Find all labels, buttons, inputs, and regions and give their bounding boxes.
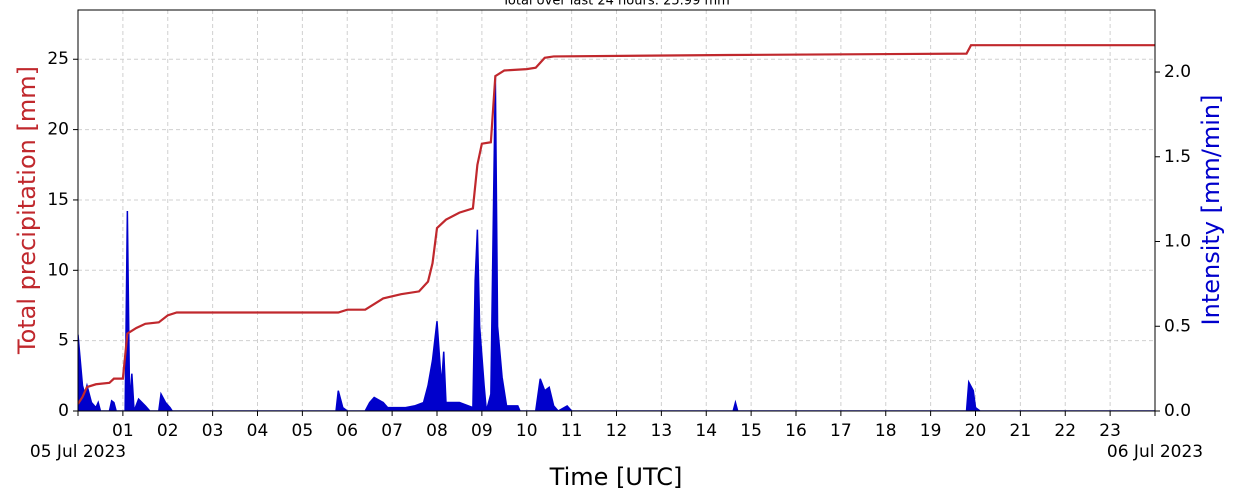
x-tick-label: 06 Jul 2023 (1107, 442, 1203, 462)
x-tick-label: 12 (606, 421, 628, 441)
x-tick-label: 06 (336, 421, 358, 441)
y-tick-label: 5 (58, 331, 69, 351)
y-tick-label: 0 (58, 401, 69, 421)
x-tick-label: 17 (830, 421, 852, 441)
y2-tick-label: 1.5 (1164, 147, 1191, 167)
x-tick-label: 21 (1010, 421, 1032, 441)
x-tick-label: 14 (695, 421, 717, 441)
precipitation-line (78, 44, 1155, 405)
x-axis-label: Time [UTC] (549, 463, 683, 490)
y-axis-label: Total precipitation [mm] (13, 66, 41, 355)
x-tick-label: 10 (516, 421, 538, 441)
x-tick-label: 05 Jul 2023 (30, 442, 126, 462)
x-tick-label: 23 (1099, 421, 1121, 441)
chart-title: Total over last 24 hours: 25.99 mm (501, 0, 730, 9)
y-tick-label: 10 (47, 260, 69, 280)
x-tick-label: 07 (381, 421, 403, 441)
y2-tick-label: 0.5 (1164, 316, 1191, 336)
x-tick-label: 01 (112, 421, 134, 441)
x-tick-label: 03 (202, 421, 224, 441)
x-tick-label: 16 (785, 421, 807, 441)
x-tick-label: 13 (651, 421, 673, 441)
x-tick-label: 15 (740, 421, 762, 441)
x-tick-label: 04 (247, 421, 269, 441)
y-tick-label: 15 (47, 190, 69, 210)
y2-tick-label: 2.0 (1164, 62, 1191, 82)
plot-area (78, 44, 1155, 411)
intensity-area (78, 75, 1155, 411)
x-tick-label: 02 (157, 421, 179, 441)
x-tick-label: 05 (292, 421, 314, 441)
y2-tick-label: 0.0 (1164, 401, 1191, 421)
x-tick-label: 22 (1054, 421, 1076, 441)
x-tick-label: 08 (426, 421, 448, 441)
x-tick-label: 18 (875, 421, 897, 441)
y-tick-label: 20 (47, 120, 69, 140)
x-tick-label: 20 (965, 421, 987, 441)
y-tick-label: 25 (47, 49, 69, 69)
y2-axis-label: Intensity [mm/min] (1197, 95, 1225, 326)
y2-tick-label: 1.0 (1164, 232, 1191, 252)
x-tick-label: 19 (920, 421, 942, 441)
plot-frame (77, 9, 1156, 412)
x-tick-label: 09 (471, 421, 493, 441)
x-tick-label: 11 (561, 421, 583, 441)
